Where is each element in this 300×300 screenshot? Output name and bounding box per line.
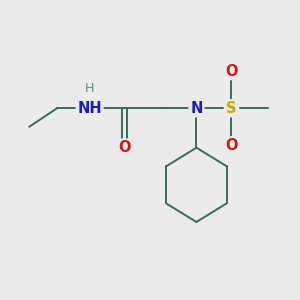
Text: O: O	[225, 138, 238, 153]
Text: NH: NH	[77, 101, 102, 116]
Text: H: H	[85, 82, 94, 95]
Text: O: O	[118, 140, 131, 155]
Text: S: S	[226, 101, 236, 116]
Text: O: O	[225, 64, 238, 79]
Text: N: N	[190, 101, 202, 116]
